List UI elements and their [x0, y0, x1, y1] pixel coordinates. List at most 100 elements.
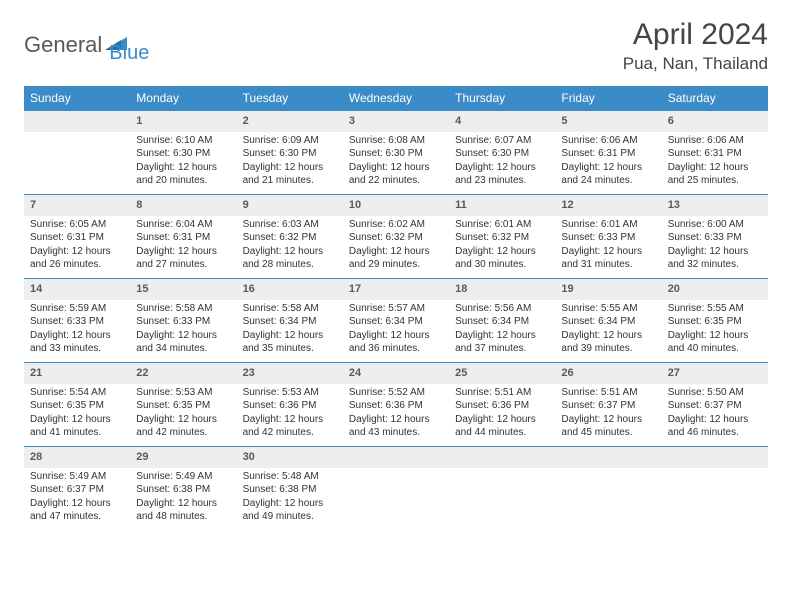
- sunset-text: Sunset: 6:31 PM: [30, 231, 124, 245]
- sunrise-text: Sunrise: 6:00 AM: [668, 218, 762, 232]
- calendar-day-cell: 28Sunrise: 5:49 AMSunset: 6:37 PMDayligh…: [24, 446, 130, 530]
- sunrise-text: Sunrise: 5:51 AM: [561, 386, 655, 400]
- sunrise-text: Sunrise: 5:55 AM: [668, 302, 762, 316]
- daylight-text: Daylight: 12 hours and 48 minutes.: [136, 497, 230, 524]
- day-number: [343, 446, 449, 468]
- sunset-text: Sunset: 6:38 PM: [136, 483, 230, 497]
- sunset-text: Sunset: 6:30 PM: [455, 147, 549, 161]
- day-number: 24: [343, 362, 449, 384]
- calendar-table: Sunday Monday Tuesday Wednesday Thursday…: [24, 86, 768, 530]
- day-details: Sunrise: 6:02 AMSunset: 6:32 PMDaylight:…: [343, 216, 449, 276]
- sunrise-text: Sunrise: 6:06 AM: [668, 134, 762, 148]
- sunset-text: Sunset: 6:38 PM: [243, 483, 337, 497]
- calendar-day-cell: 15Sunrise: 5:58 AMSunset: 6:33 PMDayligh…: [130, 278, 236, 362]
- sunrise-text: Sunrise: 5:56 AM: [455, 302, 549, 316]
- day-details: Sunrise: 6:01 AMSunset: 6:32 PMDaylight:…: [449, 216, 555, 276]
- day-details: Sunrise: 5:53 AMSunset: 6:36 PMDaylight:…: [237, 384, 343, 444]
- sunset-text: Sunset: 6:30 PM: [349, 147, 443, 161]
- sunset-text: Sunset: 6:35 PM: [136, 399, 230, 413]
- day-number: 29: [130, 446, 236, 468]
- sunrise-text: Sunrise: 5:49 AM: [30, 470, 124, 484]
- weekday-header: Saturday: [662, 86, 768, 110]
- daylight-text: Daylight: 12 hours and 24 minutes.: [561, 161, 655, 188]
- daylight-text: Daylight: 12 hours and 29 minutes.: [349, 245, 443, 272]
- sunset-text: Sunset: 6:32 PM: [349, 231, 443, 245]
- daylight-text: Daylight: 12 hours and 47 minutes.: [30, 497, 124, 524]
- day-details: Sunrise: 6:06 AMSunset: 6:31 PMDaylight:…: [662, 132, 768, 192]
- calendar-body: 1Sunrise: 6:10 AMSunset: 6:30 PMDaylight…: [24, 110, 768, 530]
- title-block: April 2024 Pua, Nan, Thailand: [623, 18, 768, 74]
- sunset-text: Sunset: 6:36 PM: [455, 399, 549, 413]
- day-number: 22: [130, 362, 236, 384]
- daylight-text: Daylight: 12 hours and 42 minutes.: [243, 413, 337, 440]
- day-details: Sunrise: 6:04 AMSunset: 6:31 PMDaylight:…: [130, 216, 236, 276]
- sunrise-text: Sunrise: 6:06 AM: [561, 134, 655, 148]
- calendar-day-cell: 2Sunrise: 6:09 AMSunset: 6:30 PMDaylight…: [237, 110, 343, 194]
- calendar-day-cell: 11Sunrise: 6:01 AMSunset: 6:32 PMDayligh…: [449, 194, 555, 278]
- calendar-day-cell: [662, 446, 768, 530]
- sunset-text: Sunset: 6:31 PM: [561, 147, 655, 161]
- daylight-text: Daylight: 12 hours and 35 minutes.: [243, 329, 337, 356]
- day-number: 15: [130, 278, 236, 300]
- calendar-day-cell: [343, 446, 449, 530]
- day-details: Sunrise: 5:49 AMSunset: 6:37 PMDaylight:…: [24, 468, 130, 528]
- sunset-text: Sunset: 6:30 PM: [243, 147, 337, 161]
- calendar-week-row: 1Sunrise: 6:10 AMSunset: 6:30 PMDaylight…: [24, 110, 768, 194]
- weekday-header: Thursday: [449, 86, 555, 110]
- day-details: Sunrise: 6:08 AMSunset: 6:30 PMDaylight:…: [343, 132, 449, 192]
- calendar-day-cell: 14Sunrise: 5:59 AMSunset: 6:33 PMDayligh…: [24, 278, 130, 362]
- sunset-text: Sunset: 6:34 PM: [561, 315, 655, 329]
- day-details: Sunrise: 5:54 AMSunset: 6:35 PMDaylight:…: [24, 384, 130, 444]
- day-details: Sunrise: 5:48 AMSunset: 6:38 PMDaylight:…: [237, 468, 343, 528]
- calendar-day-cell: 24Sunrise: 5:52 AMSunset: 6:36 PMDayligh…: [343, 362, 449, 446]
- sunrise-text: Sunrise: 6:05 AM: [30, 218, 124, 232]
- daylight-text: Daylight: 12 hours and 32 minutes.: [668, 245, 762, 272]
- daylight-text: Daylight: 12 hours and 39 minutes.: [561, 329, 655, 356]
- day-details: Sunrise: 5:51 AMSunset: 6:36 PMDaylight:…: [449, 384, 555, 444]
- sunrise-text: Sunrise: 6:04 AM: [136, 218, 230, 232]
- day-number: 7: [24, 194, 130, 216]
- daylight-text: Daylight: 12 hours and 41 minutes.: [30, 413, 124, 440]
- calendar-day-cell: 30Sunrise: 5:48 AMSunset: 6:38 PMDayligh…: [237, 446, 343, 530]
- calendar-week-row: 14Sunrise: 5:59 AMSunset: 6:33 PMDayligh…: [24, 278, 768, 362]
- sunrise-text: Sunrise: 5:59 AM: [30, 302, 124, 316]
- calendar-day-cell: 21Sunrise: 5:54 AMSunset: 6:35 PMDayligh…: [24, 362, 130, 446]
- day-details: Sunrise: 6:07 AMSunset: 6:30 PMDaylight:…: [449, 132, 555, 192]
- calendar-day-cell: 20Sunrise: 5:55 AMSunset: 6:35 PMDayligh…: [662, 278, 768, 362]
- day-details: Sunrise: 6:10 AMSunset: 6:30 PMDaylight:…: [130, 132, 236, 192]
- daylight-text: Daylight: 12 hours and 22 minutes.: [349, 161, 443, 188]
- sunset-text: Sunset: 6:33 PM: [136, 315, 230, 329]
- sunset-text: Sunset: 6:30 PM: [136, 147, 230, 161]
- weekday-header: Tuesday: [237, 86, 343, 110]
- sunset-text: Sunset: 6:32 PM: [455, 231, 549, 245]
- calendar-day-cell: 4Sunrise: 6:07 AMSunset: 6:30 PMDaylight…: [449, 110, 555, 194]
- daylight-text: Daylight: 12 hours and 45 minutes.: [561, 413, 655, 440]
- day-details: Sunrise: 6:09 AMSunset: 6:30 PMDaylight:…: [237, 132, 343, 192]
- day-number: 18: [449, 278, 555, 300]
- calendar-day-cell: 18Sunrise: 5:56 AMSunset: 6:34 PMDayligh…: [449, 278, 555, 362]
- day-details: Sunrise: 6:03 AMSunset: 6:32 PMDaylight:…: [237, 216, 343, 276]
- day-details: Sunrise: 5:53 AMSunset: 6:35 PMDaylight:…: [130, 384, 236, 444]
- sunrise-text: Sunrise: 6:01 AM: [561, 218, 655, 232]
- weekday-header: Friday: [555, 86, 661, 110]
- day-number: 12: [555, 194, 661, 216]
- sunset-text: Sunset: 6:34 PM: [349, 315, 443, 329]
- day-details: Sunrise: 5:50 AMSunset: 6:37 PMDaylight:…: [662, 384, 768, 444]
- daylight-text: Daylight: 12 hours and 36 minutes.: [349, 329, 443, 356]
- sunset-text: Sunset: 6:33 PM: [30, 315, 124, 329]
- calendar-week-row: 7Sunrise: 6:05 AMSunset: 6:31 PMDaylight…: [24, 194, 768, 278]
- day-details: Sunrise: 6:05 AMSunset: 6:31 PMDaylight:…: [24, 216, 130, 276]
- daylight-text: Daylight: 12 hours and 46 minutes.: [668, 413, 762, 440]
- day-number: 13: [662, 194, 768, 216]
- sunrise-text: Sunrise: 6:07 AM: [455, 134, 549, 148]
- day-number: 26: [555, 362, 661, 384]
- daylight-text: Daylight: 12 hours and 34 minutes.: [136, 329, 230, 356]
- sunset-text: Sunset: 6:33 PM: [668, 231, 762, 245]
- daylight-text: Daylight: 12 hours and 20 minutes.: [136, 161, 230, 188]
- daylight-text: Daylight: 12 hours and 40 minutes.: [668, 329, 762, 356]
- day-details: Sunrise: 5:58 AMSunset: 6:33 PMDaylight:…: [130, 300, 236, 360]
- daylight-text: Daylight: 12 hours and 37 minutes.: [455, 329, 549, 356]
- day-number: [555, 446, 661, 468]
- weekday-header: Sunday: [24, 86, 130, 110]
- day-number: 27: [662, 362, 768, 384]
